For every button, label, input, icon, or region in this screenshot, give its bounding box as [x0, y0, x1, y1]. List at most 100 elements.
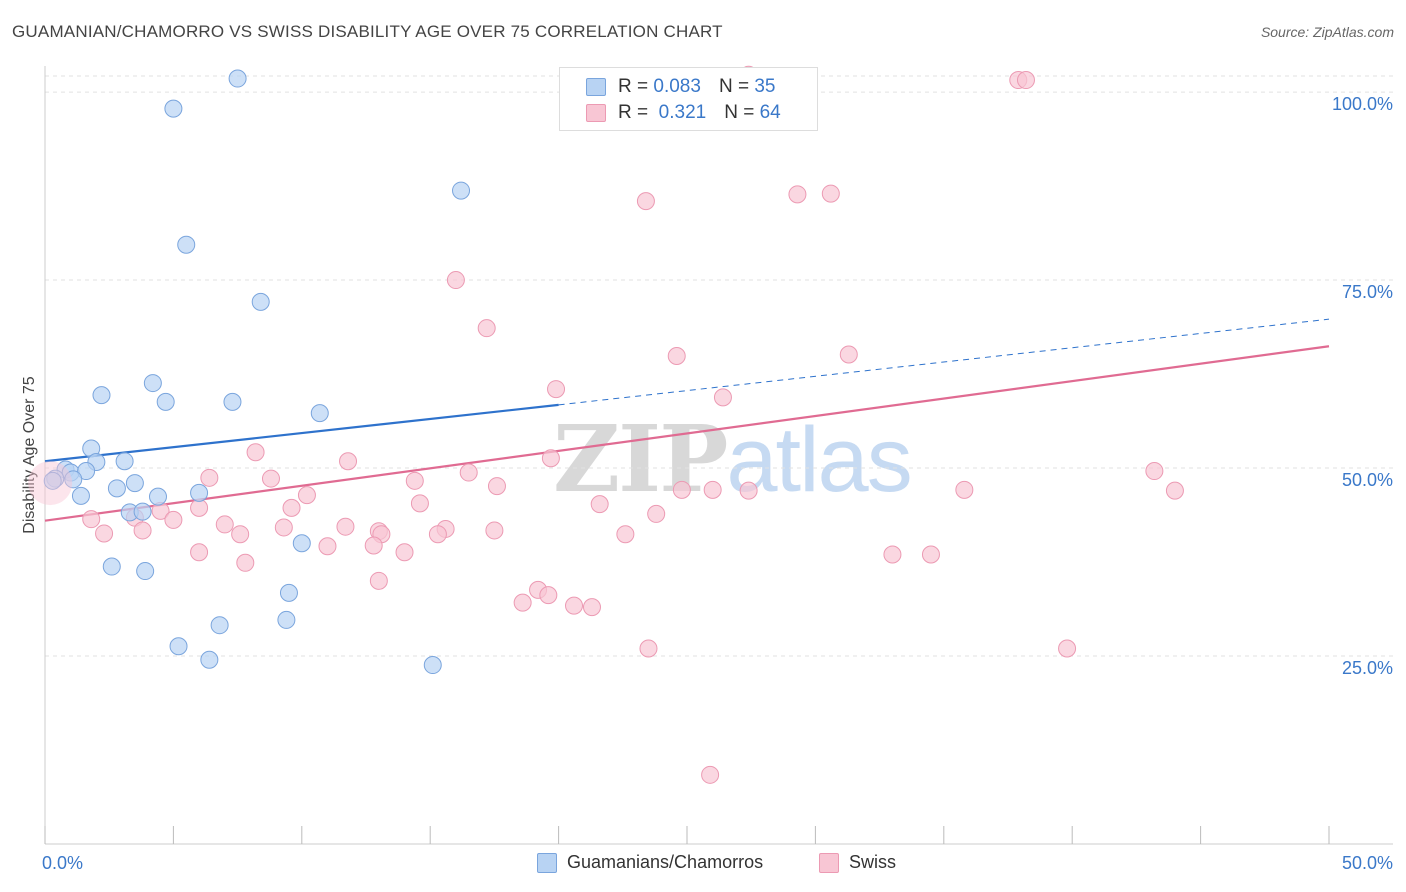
swiss-point	[215, 515, 234, 534]
swiss-point	[446, 271, 465, 290]
r-value: 0.083	[653, 76, 701, 97]
guamanian-point	[77, 462, 96, 481]
guamanian-point	[190, 483, 209, 502]
guamanian-point	[251, 292, 270, 311]
swiss-point	[246, 443, 265, 462]
swiss-trendline	[44, 345, 1330, 522]
guamanian-point	[92, 386, 111, 405]
swiss-point	[1145, 462, 1164, 481]
watermark: ZIPatlas	[553, 405, 913, 513]
stats-legend: R = 0.083 N = 35 R = 0.321 N = 64	[559, 67, 818, 131]
n-value: 64	[759, 102, 781, 123]
swiss-point	[672, 480, 691, 499]
guamanian-point	[143, 374, 162, 393]
guamanian-point	[292, 534, 311, 553]
guamanian-point	[200, 650, 219, 669]
trend-layer	[44, 318, 1330, 522]
guamanian-point	[64, 470, 83, 489]
r-label: R =	[618, 102, 649, 123]
swiss-point	[667, 347, 686, 366]
swiss-point	[236, 553, 255, 572]
axis-layer	[44, 66, 1393, 845]
chart-title: GUAMANIAN/CHAMORRO VS SWISS DISABILITY A…	[12, 22, 723, 41]
swiss-point	[713, 388, 732, 407]
n-label: N =	[724, 102, 755, 123]
swiss-point	[395, 543, 414, 562]
guamanian-point	[423, 656, 442, 675]
swiss-point	[703, 480, 722, 499]
blue-swatch	[586, 78, 606, 96]
legend-label: Guamanians/Chamorros	[567, 852, 764, 872]
pink-swatch	[819, 852, 839, 873]
legend-item-guamanians: Guamanians/Chamorros	[537, 852, 763, 873]
swiss-point	[190, 498, 209, 517]
r-label: R =	[618, 76, 649, 97]
swiss-point	[1016, 71, 1035, 90]
source-label: Source: ZipAtlas.com	[1260, 24, 1394, 40]
guamanian-point	[136, 562, 155, 581]
guamanian-point	[169, 637, 188, 656]
guamanian-point	[452, 181, 471, 200]
swiss-point	[133, 521, 152, 540]
pink-swatch	[586, 104, 606, 122]
swiss-point	[410, 494, 429, 513]
swiss-point	[839, 345, 858, 364]
r-value: 0.321	[658, 102, 707, 123]
swiss-point	[261, 469, 280, 488]
watermark-atlas: atlas	[726, 409, 912, 511]
guamanian-point	[277, 610, 296, 629]
swiss-point	[487, 477, 506, 496]
swiss-point	[274, 518, 293, 537]
swiss-point	[647, 504, 666, 523]
swiss-point	[369, 571, 388, 590]
swiss-point	[955, 480, 974, 499]
swiss-point	[485, 521, 504, 540]
n-label: N =	[718, 76, 750, 97]
swiss-point	[82, 510, 101, 529]
swiss-point	[636, 192, 655, 211]
y-tick-label: 25.0%	[1342, 658, 1393, 678]
guamanian-point	[177, 235, 196, 254]
guamanian-point	[107, 479, 126, 498]
guamanian-trendline-extension	[558, 318, 1330, 406]
swiss-point	[364, 536, 383, 555]
guamanian-point	[210, 616, 229, 635]
guamanian-point	[43, 471, 62, 490]
swiss-point	[616, 525, 635, 544]
swiss-point	[547, 380, 566, 399]
stats-row-guamanians: R = 0.083 N = 35	[586, 75, 775, 99]
label-layer: 25.0% 50.0% 75.0% 100.0% 0.0% 50.0%	[42, 94, 1393, 873]
swiss-point	[565, 596, 584, 615]
swiss-point	[513, 593, 532, 612]
guamanian-point	[156, 392, 175, 411]
swiss-point	[297, 486, 316, 505]
swiss-point	[1165, 481, 1184, 500]
point-layer	[28, 65, 1184, 784]
guamanian-point	[71, 486, 90, 505]
swiss-point	[336, 517, 355, 536]
swiss-point	[190, 543, 209, 562]
swiss-point	[590, 495, 609, 514]
guamanian-point	[223, 392, 242, 411]
swiss-point	[701, 765, 720, 784]
swiss-point	[231, 525, 250, 544]
swiss-point	[821, 184, 840, 203]
swiss-point	[405, 471, 424, 490]
y-tick-label: 100.0%	[1332, 94, 1393, 114]
swiss-point	[541, 449, 560, 468]
swiss-point	[539, 586, 558, 605]
swiss-point	[582, 598, 601, 617]
y-tick-label: 75.0%	[1342, 282, 1393, 302]
swiss-point	[95, 524, 114, 543]
guamanian-point	[125, 474, 144, 493]
guamanian-point	[148, 487, 167, 506]
swiss-point	[883, 545, 902, 564]
legend-item-swiss: Swiss	[819, 852, 896, 873]
swiss-point	[639, 639, 658, 658]
n-value: 35	[754, 76, 776, 97]
swiss-point	[739, 481, 758, 500]
guamanian-point	[102, 557, 121, 576]
swiss-point	[459, 463, 478, 482]
swiss-point	[921, 545, 940, 564]
guamanian-point	[115, 452, 134, 471]
